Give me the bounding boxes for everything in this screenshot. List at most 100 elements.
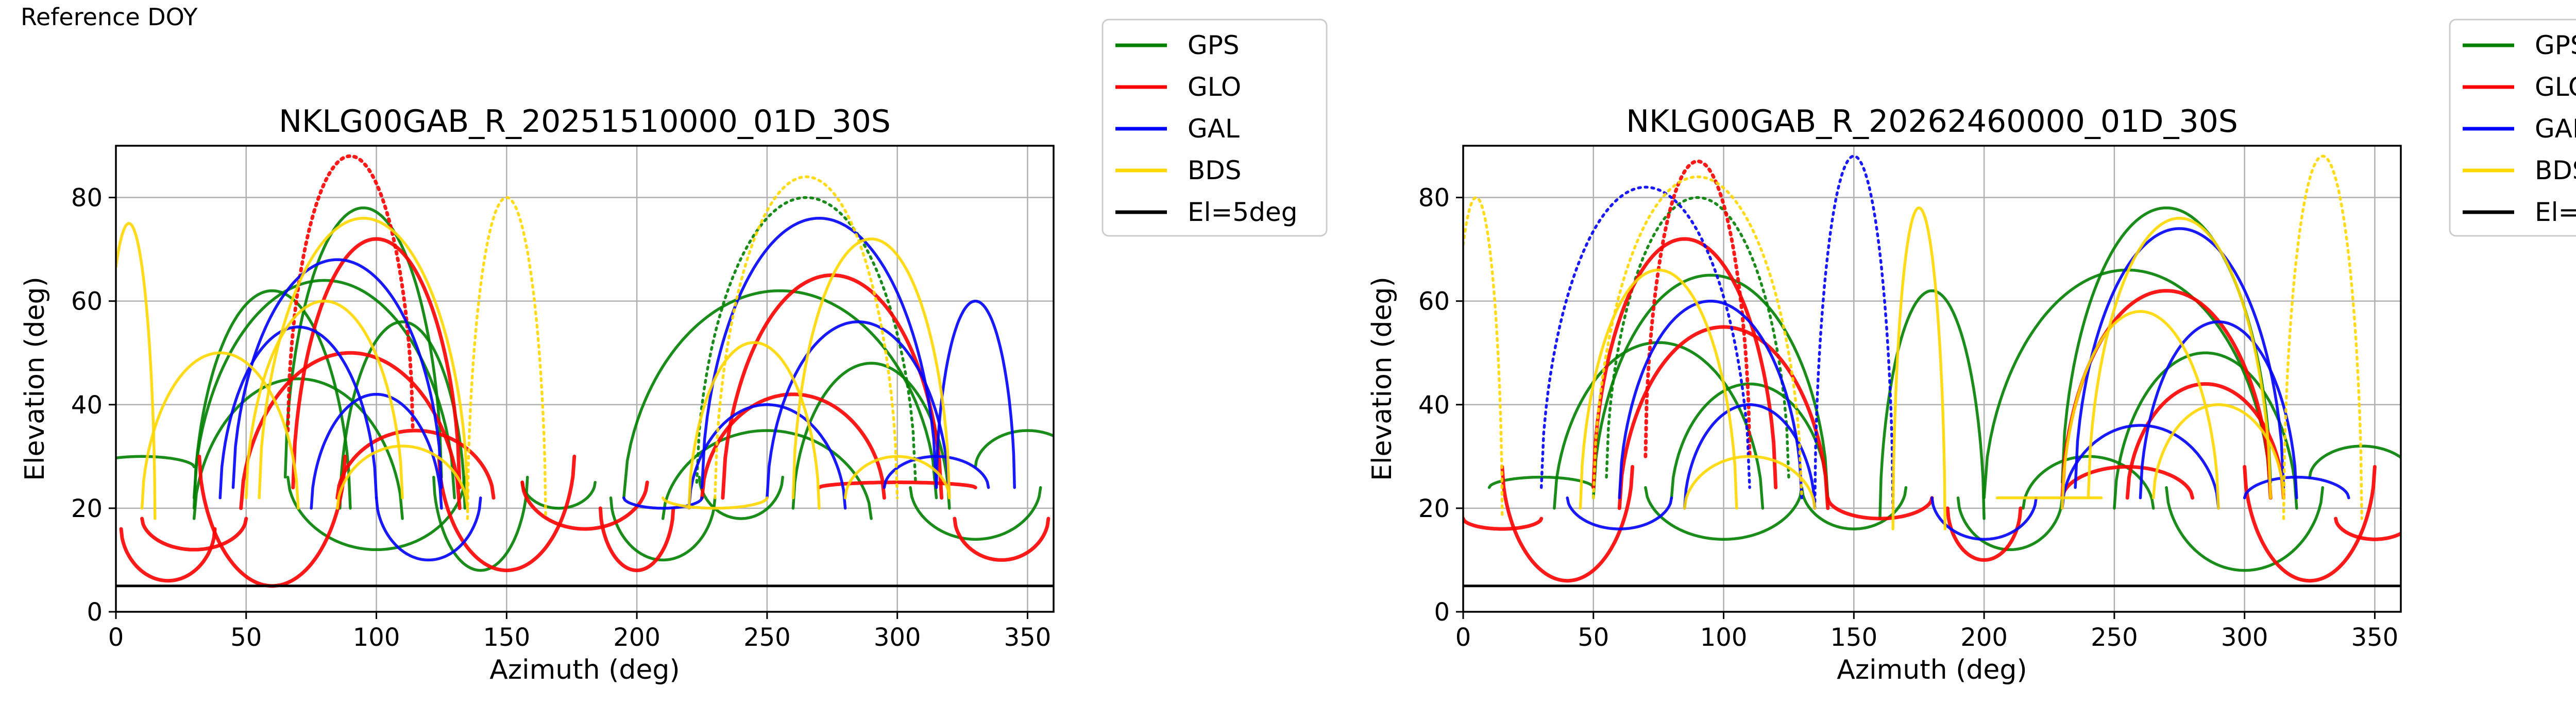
- gps-track-13: [609, 496, 717, 562]
- gps-track-4: [432, 475, 529, 572]
- gal-track-4: [2139, 320, 2298, 500]
- x-tick-label: 200: [613, 623, 660, 652]
- gps-track-8: [661, 429, 873, 520]
- glo-track-6: [2334, 517, 2401, 541]
- gal-track-4: [766, 320, 951, 500]
- gal-track-1: [310, 392, 443, 510]
- y-axis-label: Elevation (deg): [1367, 277, 1398, 481]
- gal-track-0: [231, 258, 443, 489]
- bds-track-2: [2061, 310, 2220, 510]
- glo-track-9: [598, 506, 675, 573]
- gps-track-6: [2113, 351, 2298, 510]
- bds-track-0: [258, 217, 469, 500]
- x-tick-label: 350: [1004, 623, 1052, 652]
- bds-track-3: [2151, 403, 2285, 500]
- gal-track-2: [1683, 403, 1817, 510]
- legend-label-glo: GLO: [1188, 72, 1241, 102]
- gal-track-1: [1618, 299, 1803, 500]
- gps-track-11: [1956, 496, 2064, 552]
- gal-track-6: [2243, 475, 2350, 500]
- bds-track-7: [1463, 196, 1504, 520]
- gps-track-5: [1982, 268, 2272, 500]
- glo-track-0: [291, 237, 462, 490]
- x-tick-label: 250: [2091, 623, 2138, 652]
- legend: GPS GLO GAL BDS El=5deg: [2449, 19, 2576, 237]
- gps-track-14: [909, 486, 1042, 541]
- bds-track-8: [1891, 206, 1947, 530]
- x-tick-label: 0: [108, 623, 124, 652]
- gps-track-3: [1670, 382, 1829, 500]
- gps-track-0: [1605, 196, 1790, 479]
- glo-track-13: [437, 454, 577, 573]
- gps-track-5: [695, 196, 917, 484]
- glo-track-9: [1643, 159, 1752, 458]
- bds-track-3: [714, 175, 899, 500]
- reference-doy-label: Reference DOY: [21, 3, 198, 31]
- gps-track-16: [192, 289, 352, 510]
- glo-track-10: [1500, 465, 1635, 583]
- gal-track-2: [218, 325, 378, 500]
- gal-track-0: [1539, 185, 1751, 489]
- glo-track-1: [239, 351, 462, 510]
- gps-track-2: [338, 320, 467, 510]
- y-axis-label: Elevation (deg): [20, 277, 50, 481]
- legend-label-bds: BDS: [1188, 156, 1242, 185]
- glo-track-2: [335, 428, 496, 500]
- y-tick-label: 80: [1418, 184, 1450, 213]
- bds-track-2: [335, 444, 469, 510]
- y-tick-label: 60: [1418, 287, 1450, 316]
- gal-track-7: [1930, 496, 2038, 541]
- glo-track-8: [1826, 496, 1934, 521]
- bds-track-0: [1592, 175, 1803, 500]
- gps-track-9: [2308, 444, 2401, 479]
- y-tick-label: 20: [1418, 494, 1450, 523]
- bds-track-6: [843, 455, 951, 500]
- legend-label-gal: GAL: [1188, 114, 1240, 144]
- plot-frame: [115, 145, 1055, 613]
- gps-track-7: [791, 362, 951, 510]
- bds-track-7: [140, 351, 300, 510]
- plot-area: [1463, 154, 2401, 583]
- bds-track-9: [661, 496, 769, 510]
- gal-track-5: [687, 403, 847, 510]
- bds-track-5: [1683, 455, 1817, 510]
- chart-title: NKLG00GAB_R_20251510000_01D_30S: [279, 104, 891, 140]
- y-tick-label: 60: [71, 287, 103, 316]
- chart-panel-2: 0 50 100 150 200 250 300 350 0 20 40 60 80 NKLG00GAB_…: [1367, 19, 2576, 685]
- y-tick-label: 20: [71, 494, 103, 523]
- x-tick-label: 300: [2221, 623, 2268, 652]
- gal-track-3: [2074, 227, 2285, 489]
- x-tick-label: 50: [1578, 623, 1609, 652]
- bds-track-4: [1579, 268, 1738, 510]
- legend-label-gps: GPS: [1188, 30, 1240, 60]
- glo-track-4: [2060, 465, 2195, 500]
- gps-track-1: [192, 279, 456, 500]
- gal-track-9: [935, 299, 1016, 489]
- y-tick-label: 80: [71, 184, 103, 213]
- bds-track-1: [2087, 217, 2272, 500]
- x-tick-label: 150: [1831, 623, 1878, 652]
- glo-track-5: [1463, 517, 1544, 531]
- bds-track-8: [466, 196, 547, 520]
- bds-track-4: [791, 237, 951, 500]
- chart-panel-1: 0 50 100 150 200 250 300 350 0 20 40 60 80 NKLG00GAB_…: [20, 19, 1328, 685]
- x-tick-label: 100: [353, 623, 400, 652]
- gps-track-13: [2165, 486, 2325, 572]
- bds-track-1: [245, 299, 404, 500]
- plot-area: [116, 154, 1054, 588]
- gps-track-12: [1644, 486, 1803, 541]
- chart-title: NKLG00GAB_R_20262460000_01D_30S: [1626, 104, 2238, 140]
- y-tick-label: 40: [1418, 391, 1450, 420]
- legend-label-glo: GLO: [2535, 72, 2576, 102]
- x-tick-label: 50: [230, 623, 262, 652]
- y-tick-label: 40: [71, 391, 103, 420]
- glo-track-11: [2243, 465, 2377, 583]
- gps-track-11: [974, 429, 1054, 469]
- gps-track-1: [1592, 273, 1829, 500]
- gal-track-8: [1566, 496, 1673, 530]
- legend-label-bds: BDS: [2535, 156, 2576, 185]
- legend-box: [1101, 19, 1328, 237]
- legend-label-gal: GAL: [2535, 114, 2576, 144]
